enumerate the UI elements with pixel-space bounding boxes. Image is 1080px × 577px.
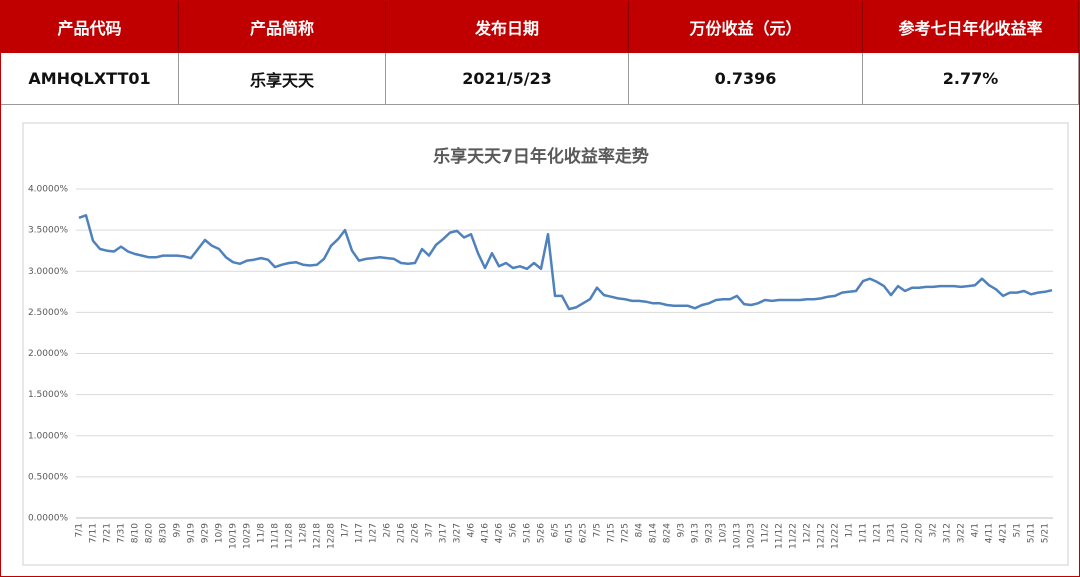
x-tick-label: 1/1 (845, 523, 855, 537)
y-tick-label: 3.0000% (28, 267, 68, 277)
x-tick-label: 9/19 (187, 523, 197, 543)
x-tick-label: 7/11 (89, 523, 99, 543)
x-tick-label: 3/7 (425, 523, 435, 537)
x-tick-label: 8/4 (635, 523, 645, 538)
chart-frame (22, 122, 1069, 566)
x-tick-label: 8/24 (663, 523, 673, 543)
y-tick-label: 2.5000% (28, 308, 68, 318)
table-cell: 0.7396 (629, 53, 863, 105)
x-tick-label: 1/31 (887, 523, 897, 543)
x-tick-label: 8/14 (649, 523, 659, 543)
table-cell: 乐享天天 (179, 53, 386, 105)
x-tick-label: 2/10 (901, 523, 911, 543)
table-cell: 2021/5/23 (386, 53, 629, 105)
chart-title: 乐享天天7日年化收益率走势 (433, 146, 649, 167)
x-tick-label: 4/21 (999, 523, 1009, 543)
x-tick-label: 7/1 (75, 523, 85, 537)
x-tick-label: 8/20 (145, 523, 155, 543)
x-tick-label: 3/27 (453, 523, 463, 543)
y-tick-label: 2.0000% (28, 349, 68, 359)
x-tick-label: 6/15 (565, 523, 575, 543)
x-tick-label: 4/26 (495, 523, 505, 543)
y-tick-label: 1.0000% (28, 431, 68, 441)
x-tick-label: 9/9 (173, 523, 183, 538)
x-tick-label: 5/21 (1041, 523, 1051, 543)
data-line (78, 214, 1053, 311)
x-tick-label: 10/23 (747, 523, 757, 549)
x-tick-label: 2/20 (915, 523, 925, 543)
x-tick-label: 4/11 (985, 523, 995, 543)
x-tick-label: 1/27 (369, 523, 379, 543)
x-tick-label: 10/9 (215, 523, 225, 543)
y-tick-label: 4.0000% (28, 185, 68, 195)
x-tick-label: 9/13 (691, 523, 701, 543)
y-tick-label: 1.5000% (28, 390, 68, 400)
table-header: 万份收益（元） (629, 1, 863, 53)
x-tick-label: 3/22 (957, 523, 967, 543)
x-tick-label: 1/21 (873, 523, 883, 543)
x-tick-label: 12/22 (831, 523, 841, 549)
x-tick-label: 5/11 (1027, 523, 1037, 543)
table-header: 参考七日年化收益率 (863, 1, 1079, 53)
x-tick-label: 11/8 (257, 523, 267, 543)
x-tick-label: 1/17 (355, 523, 365, 543)
table-header: 产品简称 (179, 1, 386, 53)
x-tick-label: 11/18 (271, 523, 281, 549)
y-tick-label: 3.5000% (28, 226, 68, 236)
y-tick-label: 0.0000% (28, 514, 68, 524)
table-cell: AMHQLXTT01 (1, 53, 179, 105)
x-tick-label: 12/8 (299, 523, 309, 543)
x-tick-label: 9/23 (705, 523, 715, 543)
x-tick-label: 1/7 (341, 523, 351, 537)
x-tick-label: 7/25 (621, 523, 631, 543)
x-tick-label: 10/3 (719, 523, 729, 543)
table-header: 发布日期 (386, 1, 629, 53)
x-tick-label: 10/29 (243, 523, 253, 549)
x-tick-label: 1/11 (859, 523, 869, 543)
x-tick-label: 12/2 (803, 523, 813, 543)
x-tick-label: 4/1 (971, 523, 981, 537)
x-tick-label: 7/21 (103, 523, 113, 543)
x-tick-label: 12/12 (817, 523, 827, 549)
x-tick-label: 11/28 (285, 523, 295, 549)
x-tick-label: 2/6 (383, 523, 393, 538)
x-tick-label: 3/2 (929, 523, 939, 537)
x-tick-label: 5/1 (1013, 523, 1023, 537)
x-tick-label: 10/19 (229, 523, 239, 549)
x-tick-label: 5/6 (509, 523, 519, 538)
table-cell: 2.77% (863, 53, 1079, 105)
y-tick-label: 0.5000% (28, 472, 68, 482)
x-tick-label: 7/5 (593, 523, 603, 537)
x-tick-label: 2/26 (411, 523, 421, 543)
x-tick-label: 12/28 (327, 523, 337, 549)
x-tick-label: 8/30 (159, 523, 169, 543)
table-header: 产品代码 (1, 1, 179, 53)
x-tick-label: 3/12 (943, 523, 953, 543)
x-tick-label: 7/31 (117, 523, 127, 543)
x-tick-label: 10/13 (733, 523, 743, 549)
x-tick-label: 4/6 (467, 523, 477, 538)
x-tick-label: 9/3 (677, 523, 687, 537)
x-tick-label: 2/16 (397, 523, 407, 543)
x-tick-label: 6/25 (579, 523, 589, 543)
x-tick-label: 8/10 (131, 523, 141, 543)
x-tick-label: 11/12 (775, 523, 785, 549)
x-tick-label: 12/18 (313, 523, 323, 549)
x-tick-label: 11/22 (789, 523, 799, 549)
x-tick-label: 4/16 (481, 523, 491, 543)
x-tick-label: 3/17 (439, 523, 449, 543)
x-tick-label: 5/16 (523, 523, 533, 543)
x-tick-label: 6/5 (551, 523, 561, 537)
x-tick-label: 11/2 (761, 523, 771, 543)
x-tick-label: 9/29 (201, 523, 211, 543)
x-tick-label: 5/26 (537, 523, 547, 543)
x-tick-label: 7/15 (607, 523, 617, 543)
